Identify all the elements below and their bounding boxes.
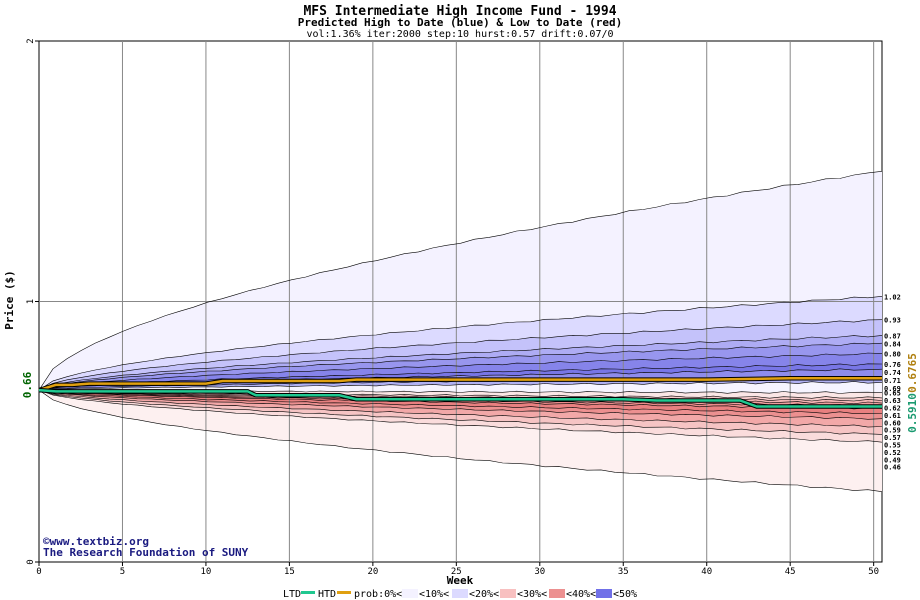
band-level-label: 0.65 <box>884 390 901 398</box>
legend-htd-label: HTD <box>318 589 336 600</box>
legend-prob-30: <30%< <box>517 589 547 600</box>
low-band-5 <box>39 390 882 409</box>
low-band-11 <box>39 390 882 492</box>
low-band-7 <box>39 390 882 420</box>
legend-htd-swatch <box>337 591 351 594</box>
legend-prob-50: <50% <box>613 589 637 600</box>
y-axis-label: Price ($) <box>3 270 16 330</box>
legend: LTD HTD prob:0%< <10%< <20%< <30%< <40%<… <box>283 589 637 600</box>
x-tick-label: 15 <box>284 567 295 577</box>
high-band-7 <box>39 363 882 391</box>
grid-lines <box>39 41 882 562</box>
band-level-label: 0.74 <box>884 369 901 377</box>
credit-website: ©www.textbiz.org <box>43 535 149 548</box>
band-level-label: 0.63 <box>884 397 901 405</box>
band-level-label: 0.61 <box>884 412 901 420</box>
htd-line <box>38 377 882 392</box>
x-tick-label: 0 <box>36 567 41 577</box>
band-boundary-line <box>38 335 883 391</box>
band-level-label: 0.55 <box>884 441 901 449</box>
band-boundary-line <box>38 389 883 492</box>
legend-prob-20: <20%< <box>469 589 499 600</box>
credit-foundation: The Research Foundation of SUNY <box>43 546 249 559</box>
legend-ltd-label: LTD <box>283 589 301 600</box>
legend-swatch-10 <box>402 589 418 598</box>
x-tick-label: 45 <box>785 567 796 577</box>
band-boundary-line <box>38 389 883 414</box>
x-tick-label: 50 <box>868 567 879 577</box>
band-boundary-line <box>38 171 883 391</box>
band-boundary-line <box>38 389 883 428</box>
high-band-1 <box>39 171 882 391</box>
band-level-label: 1.02 <box>884 293 901 301</box>
legend-prob-40: <40%< <box>566 589 596 600</box>
legend-swatch-30 <box>500 589 516 598</box>
band-level-label: 0.62 <box>884 404 901 412</box>
x-tick-label: 30 <box>534 567 545 577</box>
x-tick-label: 5 <box>120 567 125 577</box>
x-tick-label: 10 <box>201 567 212 577</box>
band-level-label: 0.69 <box>884 385 901 393</box>
high-band-4 <box>39 335 882 391</box>
band-level-labels: 1.02 0.93 0.870.84 0.80 0.760.740.710.690.65… <box>884 293 901 471</box>
band-level-label: 0.87 <box>884 332 901 340</box>
high-band-2 <box>39 296 882 391</box>
legend-prob-0: prob:0%< <box>354 589 402 600</box>
band-level-label: 0.93 <box>884 317 901 325</box>
chart-subtitle: Predicted High to Date (blue) & Low to D… <box>298 16 623 29</box>
x-tick-label: 35 <box>618 567 629 577</box>
band-boundary-line <box>38 389 883 443</box>
band-boundary-line <box>38 389 883 435</box>
legend-swatch-50 <box>596 589 612 598</box>
start-price-label: 0.66 <box>21 371 34 398</box>
x-tick-label: 20 <box>367 567 378 577</box>
band-level-label: 0.49 <box>884 456 901 464</box>
high-band-5 <box>39 343 882 391</box>
series-lines <box>38 376 882 409</box>
low-band-6 <box>39 390 882 414</box>
high-band-3 <box>39 319 882 391</box>
low-band-9 <box>39 390 882 435</box>
high-band-6 <box>39 353 882 391</box>
y-tick-label: 1 <box>26 299 36 304</box>
band-boundary-line <box>38 389 883 410</box>
band-level-label: 0.59 <box>884 427 901 435</box>
legend-swatch-20 <box>452 589 468 598</box>
band-boundary-line <box>38 381 883 391</box>
legend-swatch-40 <box>549 589 565 598</box>
band-boundary-line <box>38 296 883 391</box>
axis-ticks: 0 5 10 15 20 25 30 35 40 45 50 0 1 2 <box>26 38 879 577</box>
band-level-label: 0.57 <box>884 434 901 442</box>
band-level-label: 0.76 <box>884 361 901 369</box>
band-boundary-line <box>38 319 883 391</box>
y-tick-label: 2 <box>26 38 36 43</box>
legend-prob-10: <10%< <box>419 589 449 600</box>
band-level-label: 0.52 <box>884 449 901 457</box>
band-boundary-line <box>38 363 883 391</box>
x-tick-label: 40 <box>701 567 712 577</box>
end-ltd-label: 0.5910 <box>906 393 919 433</box>
low-band-8 <box>39 390 882 428</box>
chart-params: vol:1.36% iter:2000 step:10 hurst:0.57 d… <box>306 29 613 40</box>
band-level-label: 0.80 <box>884 351 901 359</box>
end-htd-label: 0.6765 <box>906 353 919 393</box>
band-level-label: 0.71 <box>884 377 901 385</box>
y-tick-label: 0 <box>26 559 36 564</box>
ltd-line <box>38 388 882 408</box>
band-level-label: 0.84 <box>884 340 901 348</box>
band-boundary-line <box>38 389 883 420</box>
low-band-10 <box>39 390 882 443</box>
band-boundary-line <box>38 352 883 391</box>
band-level-label: 0.46 <box>884 464 901 472</box>
x-tick-label: 25 <box>451 567 462 577</box>
chart-title: MFS Intermediate High Income Fund - 1994 <box>303 4 616 19</box>
x-axis-label: Week <box>447 574 474 587</box>
legend-ltd-swatch <box>301 591 315 594</box>
band-level-label: 0.60 <box>884 419 901 427</box>
band-boundary-line <box>38 342 883 391</box>
